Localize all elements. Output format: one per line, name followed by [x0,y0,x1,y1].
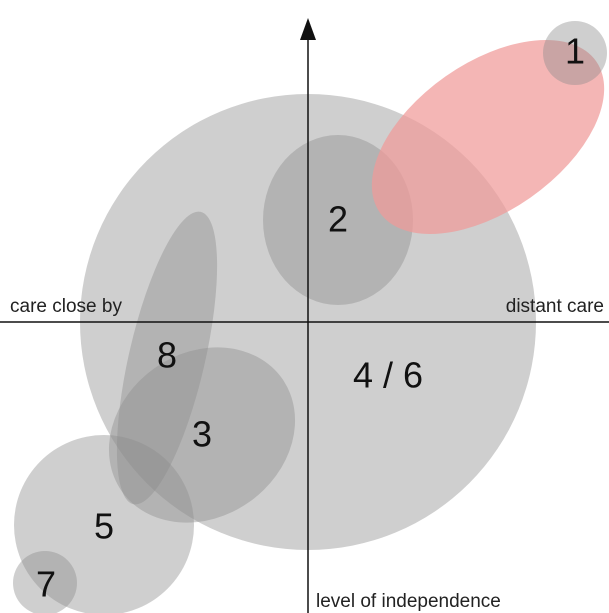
node-label: 8 [157,335,177,376]
region-5 [14,435,194,613]
node-label: 3 [192,414,212,455]
axis-arrow [300,18,316,40]
node-label: 1 [565,31,585,72]
node-label: 7 [36,564,56,605]
node-label: 5 [94,506,114,547]
region-7 [13,551,77,613]
region-3 [108,347,296,523]
axis-label: care close by [10,296,122,317]
region-1 [371,40,605,234]
axis-label: distant care [506,296,604,317]
axis-label: level of independence [316,591,501,612]
node-label: 2 [328,199,348,240]
region-8 [116,211,218,505]
node-label: 4 / 6 [353,355,423,396]
region-1-core [543,21,607,85]
